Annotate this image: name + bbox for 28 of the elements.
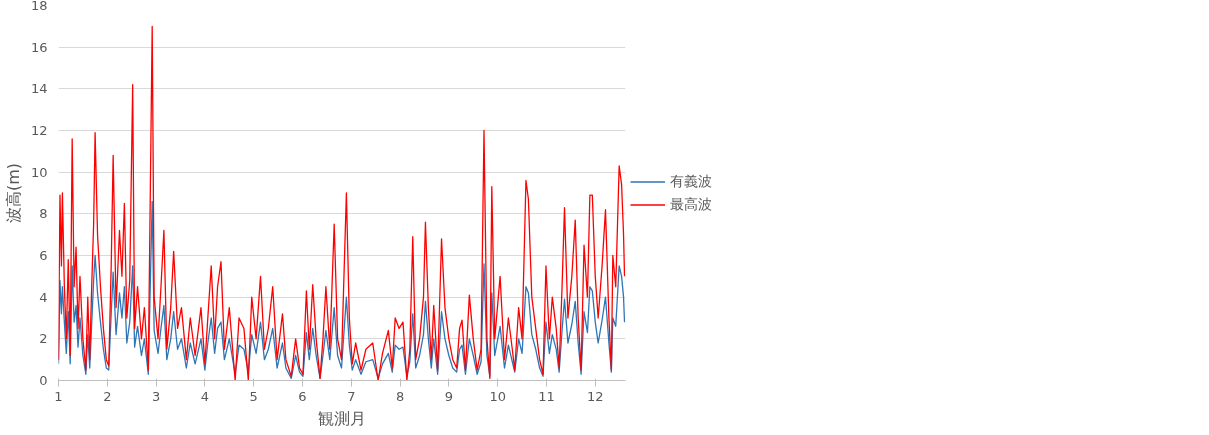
y-tick-label: 2: [39, 331, 48, 347]
legend-label: 有義波: [670, 172, 713, 190]
x-tick-label: 5: [249, 388, 258, 404]
x-tick-label: 7: [347, 388, 356, 404]
x-axis-title: 観測月: [318, 408, 366, 428]
x-tick-label: 9: [444, 388, 454, 404]
legend-label: 最高波: [670, 195, 713, 213]
x-tick-label: 12: [586, 388, 604, 404]
y-tick-label: 6: [39, 248, 48, 263]
y-tick-label: 4: [39, 289, 48, 305]
y-tick-label: 0: [39, 373, 48, 388]
line-series: [58, 200, 626, 380]
x-tick-label: 10: [489, 388, 506, 404]
y-tick-label: 18: [30, 0, 48, 13]
x-tick-label: 6: [298, 388, 307, 404]
y-tick-label: 10: [30, 164, 48, 180]
x-tick-label: 4: [200, 388, 210, 404]
y-axis-title: 波高(m): [3, 162, 23, 224]
y-tick-label: 8: [39, 206, 48, 222]
x-tick-label: 11: [538, 388, 555, 404]
y-tick-label: 16: [30, 39, 48, 55]
x-tick-label: 8: [395, 388, 405, 404]
x-tick-label: 2: [103, 388, 112, 404]
x-tick-label: 1: [54, 388, 63, 404]
line-series: [58, 25, 626, 381]
x-tick-label: 3: [151, 388, 161, 404]
y-tick-label: 14: [30, 81, 48, 97]
y-tick-label: 12: [30, 123, 48, 138]
